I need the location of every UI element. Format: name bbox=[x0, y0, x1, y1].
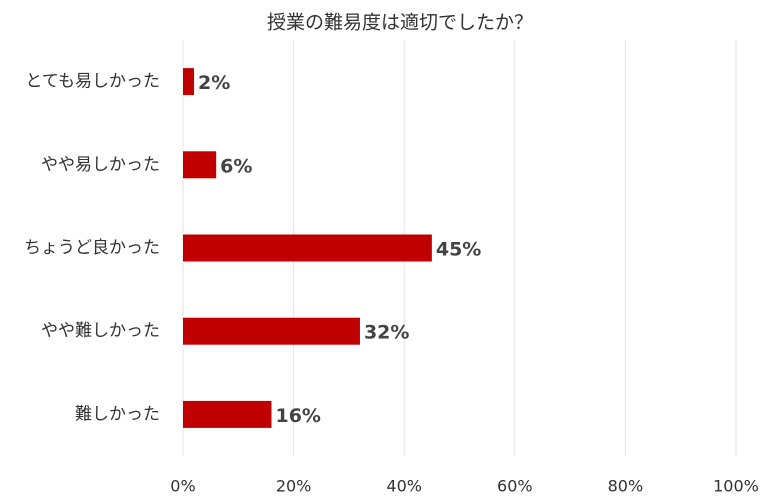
bar bbox=[183, 151, 217, 179]
y-tick-label: ちょうど良かった bbox=[24, 238, 160, 258]
chart-title: 授業の難易度は適切でしたか？ bbox=[267, 12, 533, 34]
x-tick-label: 20% bbox=[276, 477, 312, 496]
bar bbox=[183, 234, 432, 262]
x-tick-label: 100% bbox=[713, 477, 759, 496]
y-tick-label: 難しかった bbox=[75, 404, 160, 424]
y-tick-label: とても易しかった bbox=[25, 72, 160, 92]
x-tick-label: 0% bbox=[170, 477, 195, 496]
value-label: 2% bbox=[198, 72, 230, 94]
bar bbox=[183, 68, 195, 96]
x-tick-label: 60% bbox=[497, 477, 533, 496]
y-tick-label: やや易しかった bbox=[41, 155, 160, 175]
bar bbox=[183, 400, 272, 428]
x-tick-label: 40% bbox=[386, 477, 422, 496]
value-label: 6% bbox=[220, 155, 252, 177]
value-label: 32% bbox=[364, 322, 409, 344]
x-tick-label: 80% bbox=[608, 477, 644, 496]
value-label: 45% bbox=[436, 239, 481, 261]
value-label: 16% bbox=[275, 405, 320, 427]
bar bbox=[183, 317, 360, 345]
y-tick-label: やや難しかった bbox=[41, 321, 160, 341]
